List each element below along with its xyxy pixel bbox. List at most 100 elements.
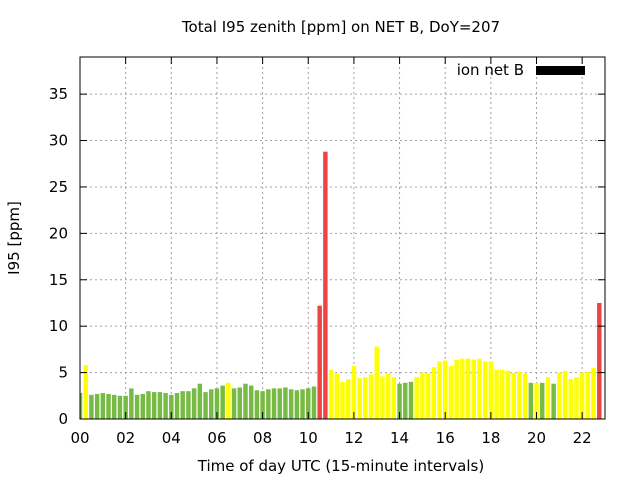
bar (374, 346, 379, 419)
bar (186, 391, 191, 419)
bar (80, 393, 83, 419)
bar (579, 372, 585, 419)
bar (311, 386, 317, 419)
bar (448, 366, 454, 419)
bar (551, 383, 556, 419)
y-tick-label: 0 (58, 410, 68, 428)
bar (431, 367, 437, 419)
x-tick-label: 08 (253, 429, 272, 447)
bar (83, 365, 88, 419)
bar (157, 392, 163, 419)
y-tick-label: 10 (49, 317, 68, 335)
bar (540, 382, 545, 419)
bars (80, 151, 602, 419)
bar (140, 393, 145, 419)
bar (534, 382, 539, 419)
bar (568, 379, 573, 419)
bar (180, 391, 185, 419)
bar (169, 394, 174, 419)
x-tick-label: 22 (573, 429, 592, 447)
bar (351, 366, 357, 419)
y-tick-label: 35 (49, 85, 68, 103)
bar (403, 382, 408, 419)
bar (283, 387, 288, 419)
bar (391, 377, 397, 419)
y-tick-label: 15 (49, 271, 68, 289)
bar (174, 393, 180, 419)
x-tick-label: 02 (116, 429, 135, 447)
bar (146, 391, 151, 419)
y-tick-label: 20 (49, 224, 68, 242)
bar (500, 369, 505, 419)
bar (106, 393, 111, 419)
bar (112, 394, 117, 419)
bar (385, 373, 391, 419)
bar (220, 385, 225, 419)
bar (300, 389, 305, 419)
bar (488, 361, 494, 419)
bar (437, 361, 442, 419)
bar (414, 377, 419, 419)
bar (517, 371, 522, 419)
bar (397, 383, 402, 419)
bar (306, 388, 311, 419)
bar (528, 382, 534, 419)
x-tick-label: 04 (162, 429, 181, 447)
y-axis-title: I95 [ppm] (5, 201, 23, 275)
bar (209, 389, 214, 419)
x-tick-label: 14 (390, 429, 409, 447)
x-axis-title: Time of day UTC (15-minute intervals) (197, 457, 484, 475)
bar (248, 385, 254, 419)
bar (89, 394, 94, 419)
x-tick-label: 20 (527, 429, 546, 447)
bar (562, 370, 568, 419)
bar (123, 395, 128, 419)
bar (511, 372, 516, 419)
bar (100, 393, 106, 419)
x-tick-label: 16 (436, 429, 455, 447)
bar (197, 383, 203, 419)
bar (363, 377, 368, 419)
legend-swatch (536, 66, 585, 75)
bar (151, 392, 157, 419)
bar (277, 388, 282, 419)
bar (134, 394, 140, 419)
bar (522, 373, 528, 419)
bar (226, 382, 231, 419)
bar (328, 369, 334, 419)
bar (557, 372, 562, 419)
plot-frame (79, 56, 606, 420)
bar (591, 367, 596, 419)
bar (585, 371, 591, 419)
legend: ion net B (457, 61, 585, 79)
bar (460, 358, 465, 419)
bar (203, 392, 208, 419)
bar (574, 377, 579, 419)
y-tick-label: 5 (58, 364, 68, 382)
bar (408, 381, 414, 419)
y-tick-label: 25 (49, 178, 68, 196)
y-tick-label: 30 (49, 132, 68, 150)
bar (357, 378, 362, 419)
bar (425, 373, 431, 419)
bar (465, 358, 471, 419)
bar (597, 302, 602, 419)
bar (271, 388, 277, 419)
bar (191, 388, 197, 419)
x-tick-label: 00 (70, 429, 89, 447)
x-tick-label: 06 (207, 429, 226, 447)
bar (163, 393, 168, 419)
bar (454, 359, 459, 419)
bar (340, 381, 345, 419)
bar (420, 372, 425, 419)
bar (545, 377, 551, 419)
axis-ticks: 0 5 10 15 20 25 30 35 00 02 04 06 08 10 12 14 16 18 20 22 (49, 57, 605, 447)
bar (266, 389, 271, 419)
bar (505, 370, 511, 419)
grid (80, 57, 605, 419)
bar (214, 388, 220, 419)
chart-title: Total I95 zenith [ppm] on NET B, DoY=207 (181, 18, 500, 36)
bar (494, 369, 499, 419)
bar (231, 388, 237, 419)
